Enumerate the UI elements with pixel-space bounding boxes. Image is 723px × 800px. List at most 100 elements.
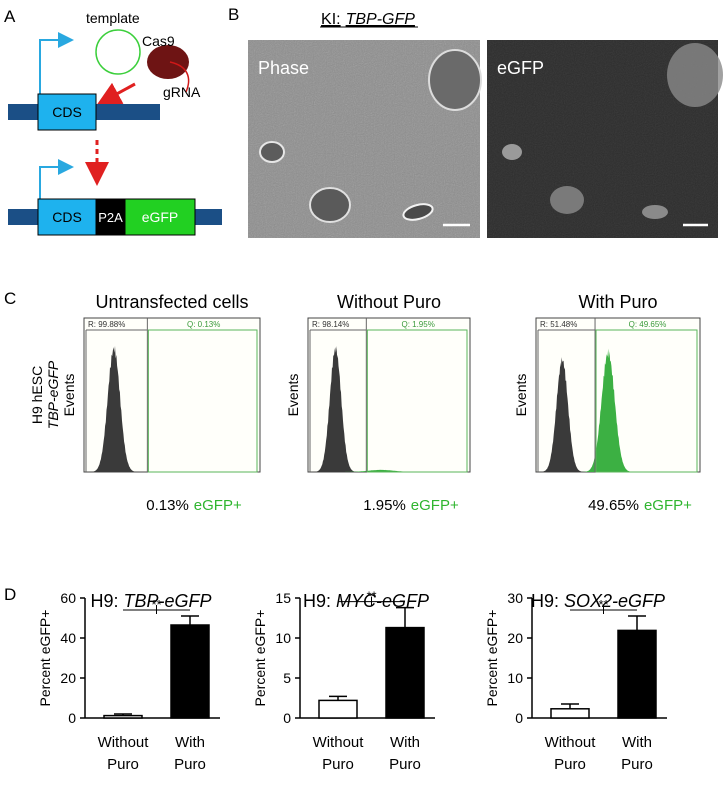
- grna-label: gRNA: [163, 84, 201, 100]
- bar: [318, 699, 358, 719]
- microscopy-title: KI: TBP-GFP: [321, 11, 415, 28]
- flow-title: Without Puro: [337, 292, 441, 312]
- title-prefix: H9:: [531, 591, 559, 611]
- positive-label: eGFP+: [194, 497, 242, 514]
- x-tick-label: Without: [545, 734, 597, 751]
- histogram: [84, 345, 260, 472]
- positive-gate: [147, 329, 258, 473]
- positive-gate: [595, 329, 698, 473]
- positive-label: eGFP+: [644, 497, 692, 514]
- promoter-arrow: [39, 159, 74, 200]
- title-prefix: H9:: [303, 591, 331, 611]
- histogram: [308, 469, 470, 472]
- significance-label: **: [598, 597, 608, 612]
- flow-title: With Puro: [578, 292, 657, 312]
- y-axis-label: Percent eGFP+: [37, 610, 53, 707]
- x-tick-label: Puro: [621, 756, 653, 773]
- cell-colony: [402, 203, 434, 221]
- y-tick-label: 0: [283, 710, 291, 726]
- x-tick-label: Puro: [554, 756, 586, 773]
- bar: [385, 626, 425, 719]
- egfp-label: eGFP: [142, 209, 179, 225]
- cds-box: [37, 93, 97, 131]
- cds-label: CDS: [52, 104, 82, 120]
- y-tick-label: 0: [515, 710, 523, 726]
- cell-colony: [428, 49, 482, 111]
- x-tick-label: Without: [313, 734, 365, 751]
- bar: [617, 629, 657, 719]
- gate-label: Q: 1.95%: [401, 320, 434, 329]
- x-tick-label: Puro: [389, 756, 421, 773]
- x-tick-label: With: [390, 734, 420, 751]
- axis-label: Events: [285, 374, 301, 417]
- title-prefix: H9:: [90, 591, 118, 611]
- title-gene: TBP-eGFP: [124, 591, 212, 611]
- title-gene: SOX2-eGFP: [564, 591, 665, 611]
- axis-label: Events: [61, 374, 77, 417]
- flow-y-label: H9 hESC: [29, 366, 45, 424]
- egfp-box: [124, 198, 196, 236]
- percent-positive: 0.13% eGFP+: [146, 497, 242, 514]
- histogram: [536, 357, 700, 472]
- template-label: template: [86, 10, 140, 26]
- percent: 0.13%: [146, 497, 189, 514]
- panel-label: C: [4, 289, 16, 308]
- gate-label: Q: 0.13%: [187, 320, 220, 329]
- bar: [170, 624, 210, 719]
- chart-title: H9: SOX2-eGFP: [531, 591, 665, 611]
- panel-c: C H9 hESC TBP-eGFP Untransfected cells Ev…: [4, 289, 701, 514]
- panel-label: B: [228, 5, 239, 24]
- y-axis-label: Percent eGFP+: [252, 610, 268, 707]
- cell-colony: [642, 205, 668, 219]
- panel-label: A: [4, 7, 16, 26]
- y-tick-label: 20: [60, 670, 76, 686]
- y-tick-label: 15: [275, 590, 291, 606]
- gate-label: R: 51.48%: [540, 320, 577, 329]
- promoter-arrow: [39, 32, 74, 95]
- x-tick-label: Puro: [322, 756, 354, 773]
- percent: 49.65%: [588, 497, 639, 514]
- cell-colony: [667, 43, 723, 107]
- y-tick-label: 10: [275, 630, 291, 646]
- grna-strand: [169, 61, 190, 93]
- cell-colony: [502, 144, 522, 160]
- cell-colony: [309, 187, 351, 223]
- flow-y-label: TBP-eGFP: [45, 360, 61, 429]
- bar: [550, 708, 590, 719]
- gate-label: R: 99.88%: [88, 320, 125, 329]
- panel-a: A template Cas9 gRNA CDS CDS P2A eGFP: [4, 7, 222, 236]
- p2a-box: [95, 198, 126, 236]
- y-tick-label: 10: [507, 670, 523, 686]
- title-prefix: KI:: [321, 11, 341, 28]
- image-label: Phase: [258, 58, 309, 78]
- positive-gate: [366, 329, 468, 473]
- phase-image: [248, 40, 482, 238]
- cds-label: CDS: [52, 209, 82, 225]
- histogram: [308, 345, 470, 472]
- insert-arrow: [96, 82, 136, 105]
- x-tick-label: Puro: [107, 756, 139, 773]
- significance-label: **: [366, 589, 376, 604]
- percent-positive: 49.65% eGFP+: [588, 497, 692, 514]
- panel-b: B KI: TBP-GFP Phase eGFP: [228, 5, 723, 238]
- flow-title: Untransfected cells: [95, 292, 248, 312]
- image-label: eGFP: [497, 58, 544, 78]
- x-tick-label: With: [175, 734, 205, 751]
- bar: [103, 714, 143, 719]
- x-tick-label: Without: [98, 734, 150, 751]
- template-circle: [95, 29, 141, 75]
- y-tick-label: 5: [283, 670, 291, 686]
- egfp-image: [487, 40, 723, 238]
- panel-d: D H9: TBP-eGFP Percent eGFP+ 0 20 40 60 Without…: [4, 585, 667, 773]
- y-tick-label: 60: [60, 590, 76, 606]
- cell-colony: [259, 141, 285, 163]
- chart-title: H9: TBP-eGFP: [90, 591, 211, 611]
- p2a-label: P2A: [98, 210, 123, 225]
- axis-label: Events: [513, 374, 529, 417]
- title-gene: MYC-eGFP: [336, 591, 429, 611]
- y-tick-label: 0: [68, 710, 76, 726]
- x-tick-label: Puro: [174, 756, 206, 773]
- x-tick-label: With: [622, 734, 652, 751]
- percent-positive: 1.95% eGFP+: [363, 497, 459, 514]
